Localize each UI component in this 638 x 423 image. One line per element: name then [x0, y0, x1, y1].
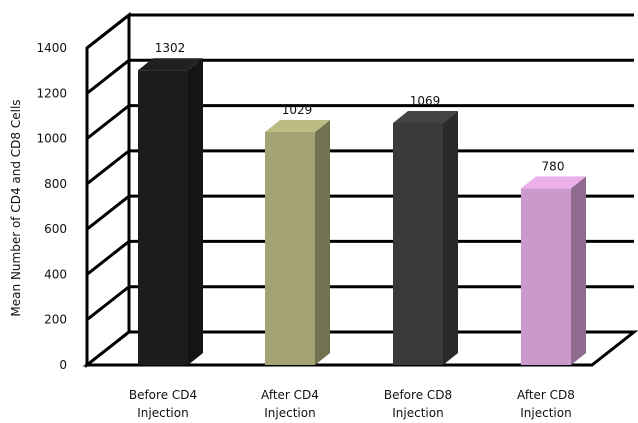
data-label: 1029 — [282, 103, 313, 117]
gridline — [86, 149, 634, 186]
bar-side — [443, 110, 458, 365]
gridline — [86, 58, 634, 95]
gridlines — [86, 13, 634, 321]
bar — [393, 110, 458, 365]
gridline — [86, 285, 634, 321]
x-category-label: After CD8 Injection — [517, 388, 575, 420]
gridline — [86, 239, 634, 276]
bar-side — [188, 58, 203, 365]
gridline — [86, 104, 634, 140]
data-label: 780 — [542, 159, 565, 173]
bar — [265, 120, 330, 365]
y-tick-label: 800 — [44, 177, 67, 191]
y-tick-label: 1200 — [36, 86, 67, 100]
y-tick-label: 1400 — [36, 41, 67, 55]
x-category-label: Before CD4 Injection — [129, 388, 197, 420]
bar-front — [138, 70, 188, 365]
data-label: 1302 — [155, 41, 186, 55]
bar — [521, 176, 586, 365]
side-wall — [85, 11, 131, 369]
y-axis-ticks: 0 200 400 600 800 1000 1200 1400 — [36, 41, 67, 372]
bars — [138, 58, 586, 365]
bar-side — [571, 176, 586, 365]
bar-front — [521, 188, 571, 365]
bar-front — [393, 122, 443, 365]
y-tick-label: 400 — [44, 267, 67, 281]
data-label: 1069 — [410, 94, 441, 108]
bar — [138, 58, 203, 365]
bar-top — [521, 176, 586, 189]
data-labels: 1302 1029 1069 780 — [155, 41, 565, 173]
bar-front — [265, 132, 315, 365]
x-category-label: After CD4 Injection — [261, 388, 319, 420]
bar-top — [138, 58, 203, 71]
y-axis-label: Mean Number of CD4 and CD8 Cells — [9, 99, 23, 316]
x-axis-categories: Before CD4 Injection After CD4 Injection Bef… — [129, 388, 575, 420]
y-tick-label: 200 — [44, 313, 67, 327]
bar-top — [265, 120, 330, 133]
bar-side — [315, 120, 330, 365]
gridline — [86, 13, 634, 50]
bar-top — [393, 110, 458, 123]
y-tick-label: 0 — [59, 358, 67, 372]
y-tick-label: 1000 — [36, 132, 67, 146]
gridline — [86, 194, 634, 231]
y-tick-label: 600 — [44, 222, 67, 236]
x-category-label: Before CD8 Injection — [384, 388, 452, 420]
